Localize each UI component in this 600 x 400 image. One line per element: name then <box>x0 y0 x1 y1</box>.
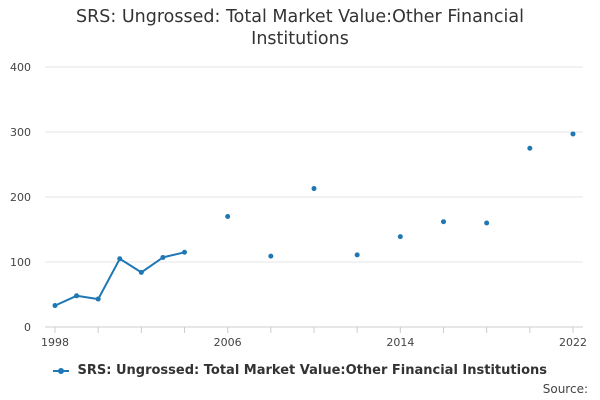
data-point-1998 <box>52 303 58 309</box>
y-tick-label-0: 0 <box>24 321 31 334</box>
y-tick-label-400: 400 <box>10 61 31 74</box>
x-tick-label-2014: 2014 <box>386 336 414 349</box>
x-tick-label-1998: 1998 <box>41 336 69 349</box>
data-point-2008 <box>268 253 274 259</box>
data-point-2010 <box>311 186 317 192</box>
chart-title-line-1: SRS: Ungrossed: Total Market Value:Other… <box>76 7 524 27</box>
data-point-1999 <box>74 293 80 299</box>
data-point-2003 <box>160 254 166 260</box>
x-tick-label-2006: 2006 <box>214 336 242 349</box>
chart-title-line-2: Institutions <box>251 29 349 49</box>
data-point-2016 <box>441 219 446 225</box>
legend-label: SRS: Ungrossed: Total Market Value:Other… <box>77 363 547 378</box>
y-tick-label-100: 100 <box>10 256 31 269</box>
data-point-2004 <box>182 249 187 255</box>
legend-swatch-icon <box>52 366 69 376</box>
data-point-2022 <box>570 131 576 137</box>
legend[interactable]: SRS: Ungrossed: Total Market Value:Other… <box>0 363 600 378</box>
data-point-2020 <box>527 145 533 151</box>
y-tick-label-300: 300 <box>10 126 31 139</box>
chart-title: SRS: Ungrossed: Total Market Value:Other… <box>0 6 600 50</box>
source-label: Source: <box>542 382 588 396</box>
series-group <box>52 131 576 309</box>
y-tick-label-200: 200 <box>10 191 31 204</box>
data-point-2006 <box>225 214 231 219</box>
data-point-2002 <box>138 269 144 275</box>
data-point-2000 <box>95 296 101 302</box>
data-point-2001 <box>117 256 123 262</box>
data-point-2012 <box>354 252 360 258</box>
axes: 0 100 200 300 400 1998 2006 2014 2022 <box>10 61 587 349</box>
x-tick-label-2022: 2022 <box>559 336 587 349</box>
grid-lines <box>45 66 583 263</box>
data-point-2014 <box>397 234 403 240</box>
data-point-2018 <box>484 220 490 226</box>
